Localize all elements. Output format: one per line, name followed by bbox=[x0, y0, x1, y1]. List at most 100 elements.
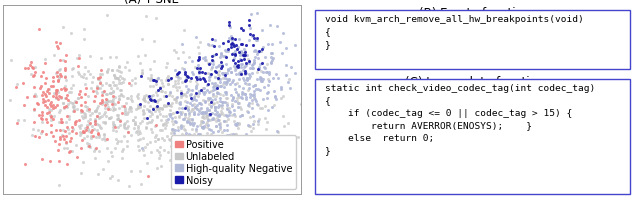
Point bbox=[68, 108, 79, 111]
Point bbox=[156, 113, 166, 116]
Point bbox=[150, 109, 160, 113]
Point bbox=[216, 105, 226, 108]
Point bbox=[178, 154, 188, 157]
Point bbox=[155, 129, 165, 132]
Point bbox=[90, 95, 100, 98]
Point bbox=[237, 92, 248, 96]
Point bbox=[230, 124, 241, 127]
Point bbox=[86, 137, 96, 140]
Point bbox=[231, 67, 241, 70]
Point bbox=[240, 54, 250, 57]
Point bbox=[217, 65, 227, 68]
Point bbox=[192, 104, 202, 107]
Point bbox=[237, 114, 247, 117]
Point bbox=[271, 130, 282, 133]
Point bbox=[205, 119, 215, 122]
Point bbox=[158, 115, 168, 118]
Point bbox=[97, 73, 107, 76]
Point bbox=[247, 36, 257, 39]
Point bbox=[52, 98, 63, 101]
Point bbox=[150, 135, 160, 138]
Point bbox=[262, 97, 272, 101]
Point bbox=[216, 106, 227, 110]
Point bbox=[77, 138, 87, 142]
Point bbox=[212, 129, 223, 133]
Point bbox=[208, 60, 218, 64]
Point bbox=[175, 165, 186, 168]
Point bbox=[145, 79, 155, 83]
Point bbox=[85, 55, 95, 59]
Point bbox=[221, 56, 231, 59]
Point bbox=[138, 109, 148, 113]
Point bbox=[205, 68, 216, 71]
Point bbox=[244, 61, 254, 65]
Point bbox=[158, 123, 168, 127]
Point bbox=[181, 75, 191, 78]
Point bbox=[126, 110, 136, 113]
Point bbox=[241, 97, 251, 101]
Point bbox=[211, 111, 221, 114]
Point bbox=[263, 44, 273, 47]
Point bbox=[28, 67, 38, 71]
Point bbox=[136, 72, 147, 75]
Point bbox=[237, 63, 247, 66]
Point bbox=[254, 68, 264, 71]
Point bbox=[122, 97, 132, 100]
Point bbox=[97, 99, 108, 102]
Point bbox=[108, 101, 118, 104]
Point bbox=[139, 112, 149, 115]
Point bbox=[180, 80, 191, 84]
Point bbox=[234, 121, 244, 125]
Point bbox=[209, 102, 219, 105]
Point bbox=[109, 77, 120, 80]
Point bbox=[132, 124, 143, 127]
Point bbox=[187, 60, 197, 63]
Point bbox=[194, 72, 204, 75]
Point bbox=[289, 72, 300, 75]
Point bbox=[196, 89, 206, 92]
Point bbox=[58, 102, 68, 105]
Point bbox=[236, 108, 246, 111]
Point bbox=[126, 134, 136, 137]
Point bbox=[5, 99, 15, 102]
Point bbox=[93, 78, 103, 82]
Point bbox=[210, 88, 220, 91]
Point bbox=[195, 139, 205, 142]
Point bbox=[179, 128, 189, 131]
Point bbox=[145, 151, 156, 154]
Point bbox=[234, 93, 244, 96]
Point bbox=[182, 119, 193, 122]
Point bbox=[207, 112, 217, 115]
Point bbox=[191, 87, 201, 90]
Point bbox=[52, 75, 62, 79]
Point bbox=[223, 69, 233, 72]
Point bbox=[216, 52, 226, 55]
Point bbox=[168, 163, 179, 167]
Point bbox=[52, 91, 63, 94]
Point bbox=[175, 126, 186, 130]
Point bbox=[223, 114, 234, 117]
Point bbox=[82, 106, 92, 109]
Point bbox=[207, 137, 217, 140]
Point bbox=[212, 77, 223, 81]
Point bbox=[185, 118, 195, 121]
Point bbox=[116, 82, 126, 86]
Point bbox=[41, 77, 51, 80]
Point bbox=[215, 81, 225, 84]
Point bbox=[106, 92, 116, 95]
Point bbox=[180, 85, 191, 88]
Point bbox=[175, 101, 185, 104]
Point bbox=[248, 63, 258, 67]
Point bbox=[67, 150, 77, 153]
Point bbox=[137, 72, 147, 76]
Point bbox=[57, 134, 67, 137]
Point bbox=[202, 137, 212, 140]
Point bbox=[212, 84, 222, 88]
Point bbox=[281, 64, 291, 67]
Point bbox=[79, 28, 89, 31]
Point bbox=[155, 145, 165, 149]
Point bbox=[87, 112, 97, 115]
Point bbox=[200, 146, 211, 149]
Point bbox=[148, 108, 158, 111]
Point bbox=[84, 110, 95, 113]
